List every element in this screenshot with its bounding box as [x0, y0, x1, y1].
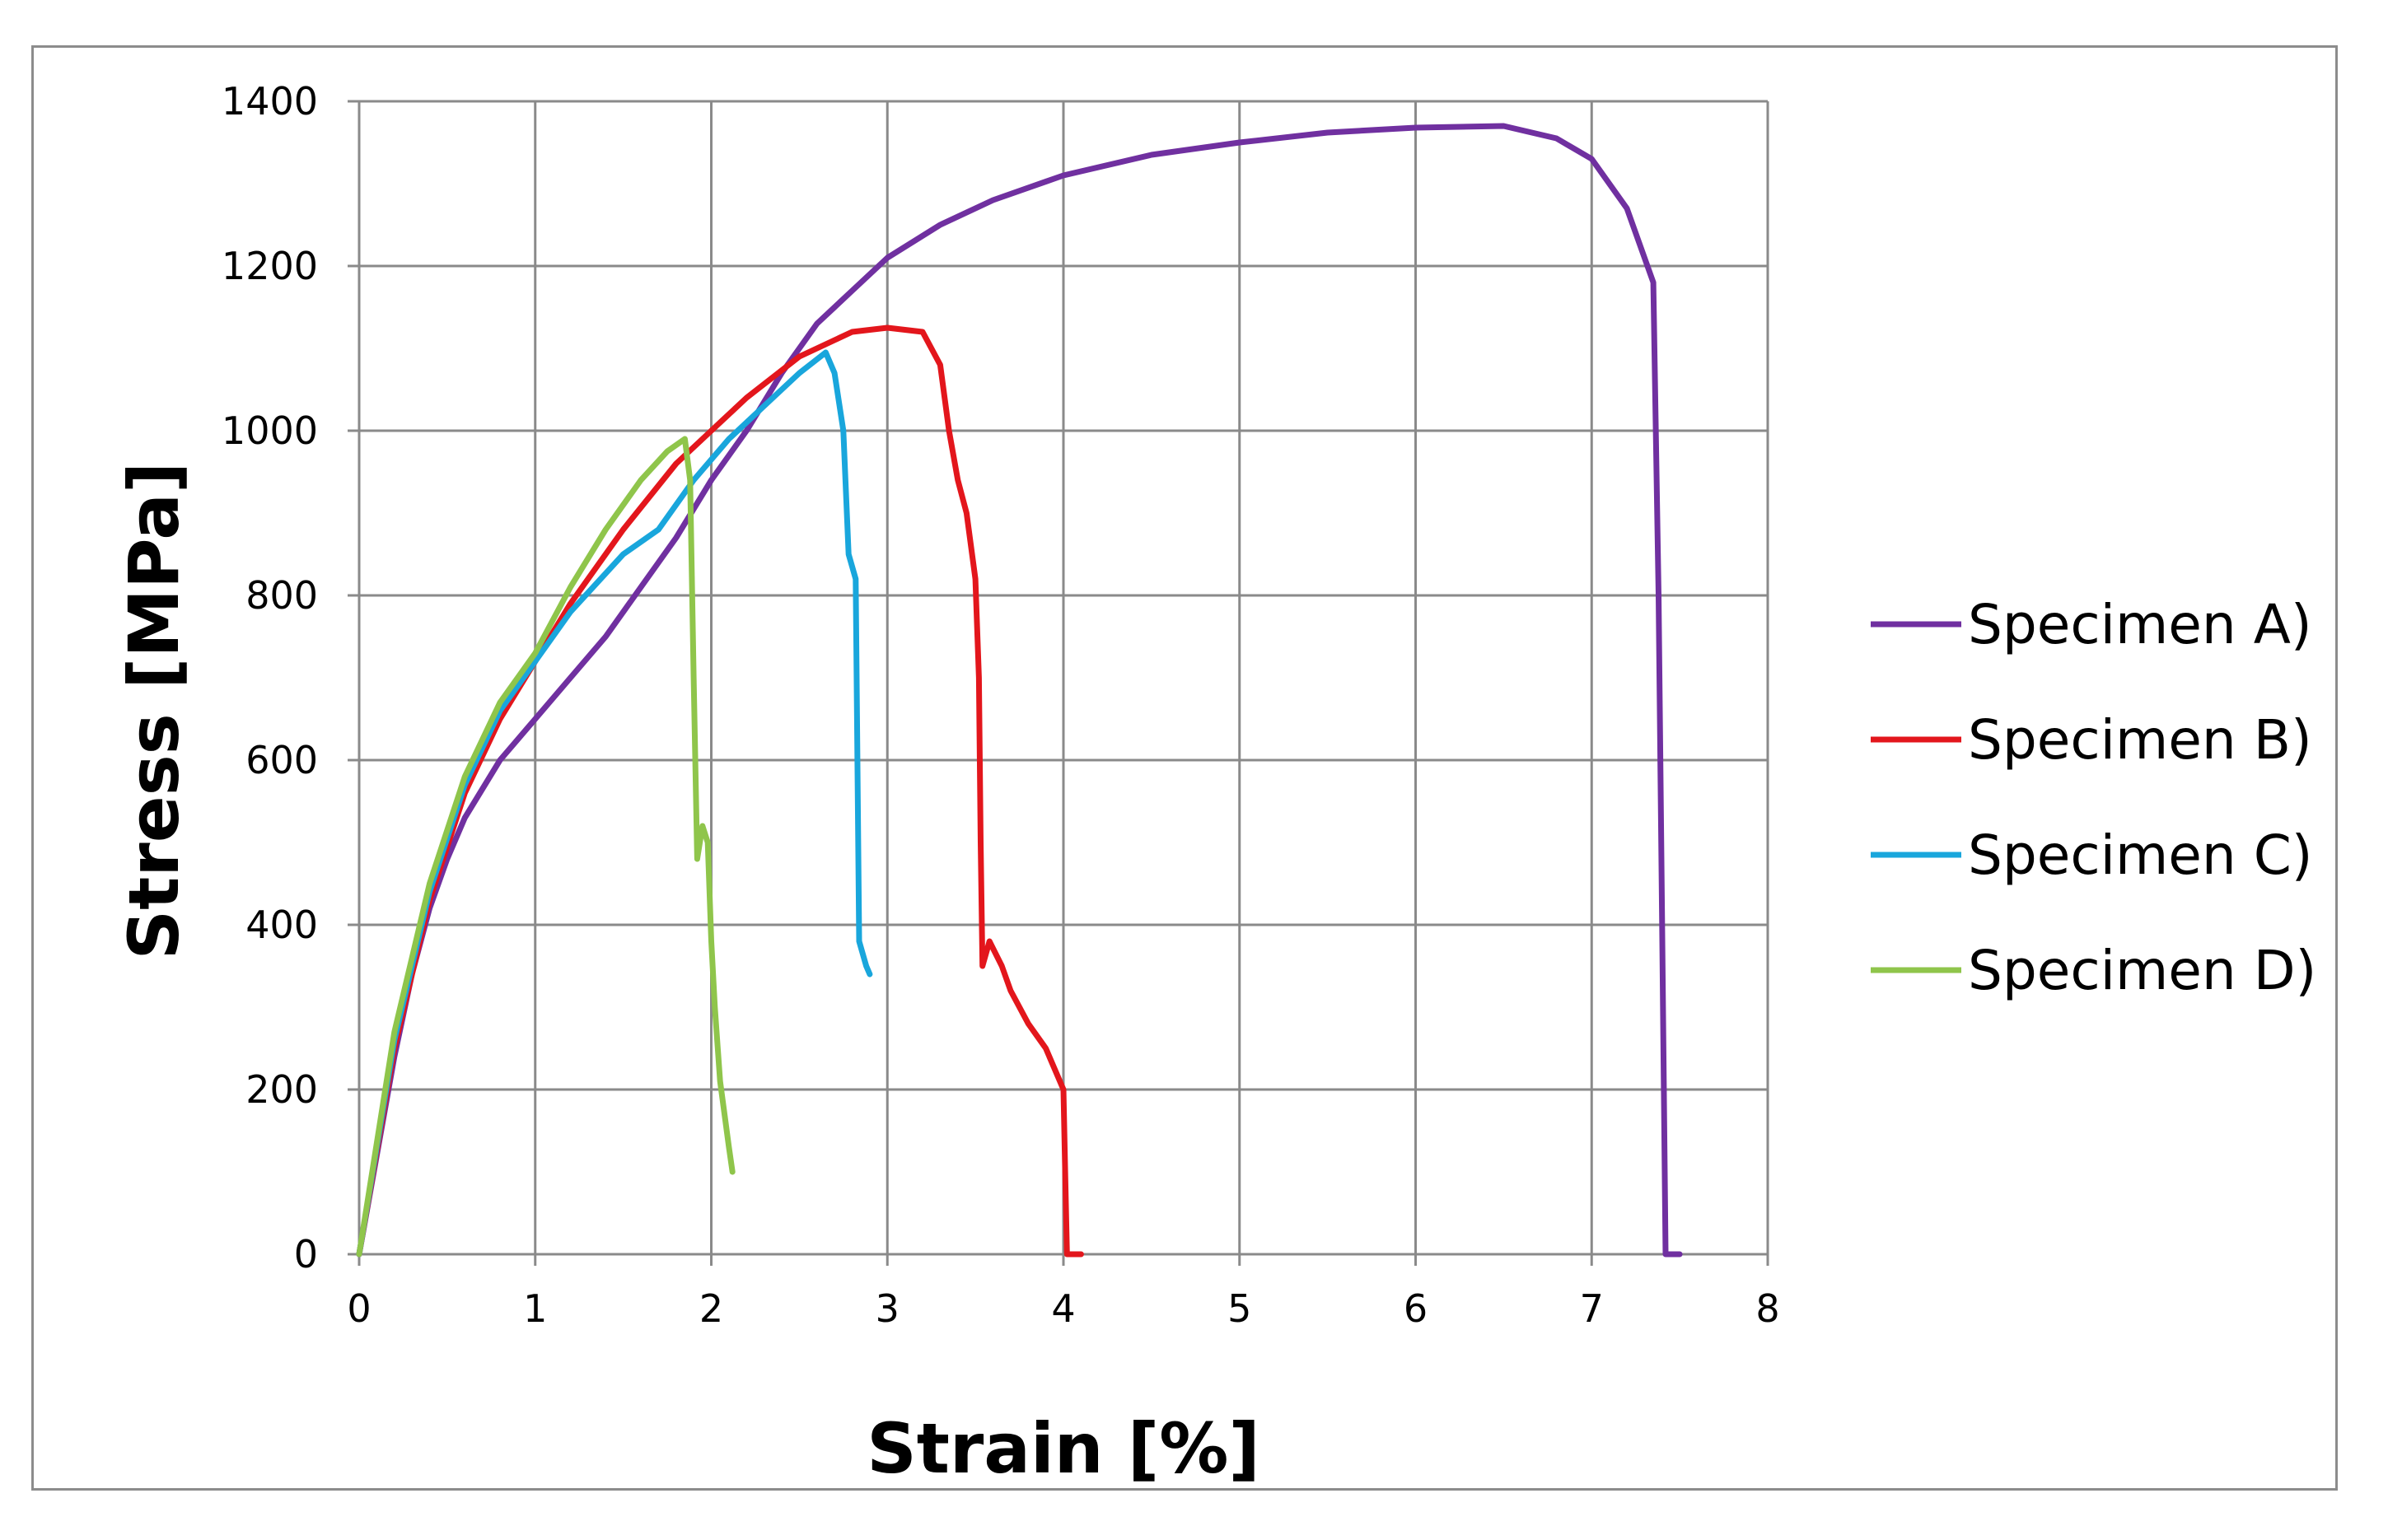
legend-label: Specimen D) — [1968, 939, 2316, 1002]
x-tick-label: 0 — [347, 1286, 371, 1331]
grid — [357, 100, 1769, 1256]
x-tick-label: 1 — [523, 1286, 547, 1331]
y-tick-label: 0 — [294, 1232, 318, 1276]
axes — [348, 100, 1769, 1266]
legend-label: Specimen A) — [1968, 593, 2312, 656]
y-tick-label: 1400 — [222, 79, 318, 124]
x-tick-label: 5 — [1227, 1286, 1251, 1331]
x-tick-label: 3 — [876, 1286, 900, 1331]
y-tick-label: 200 — [245, 1067, 318, 1112]
y-tick-label: 800 — [245, 573, 318, 618]
series-line-d — [356, 436, 736, 1258]
x-tick-label: 2 — [699, 1286, 723, 1331]
y-tick-label: 1200 — [222, 244, 318, 288]
x-tick-label: 7 — [1580, 1286, 1604, 1331]
tick-labels: 0 1 2 3 4 5 6 7 8 0 200 400 600 800 1000 1200 1400 — [222, 79, 1780, 1331]
series-lines — [356, 123, 1683, 1258]
chart-frame: 0 1 2 3 4 5 6 7 8 0 200 400 600 800 1000 1200 1400 Strai… — [31, 45, 2338, 1491]
x-tick-label: 8 — [1755, 1286, 1779, 1331]
legend-label: Specimen B) — [1968, 708, 2312, 772]
x-axis-title: Strain [%] — [867, 1408, 1260, 1488]
y-axis-title: Stress [MPa] — [114, 462, 194, 960]
legend: Specimen A) Specimen B) Specimen C) Specime… — [1871, 593, 2316, 1002]
y-tick-label: 1000 — [222, 408, 318, 453]
series-line-a — [356, 123, 1683, 1258]
stress-strain-chart: 0 1 2 3 4 5 6 7 8 0 200 400 600 800 1000 1200 1400 Strai… — [114, 79, 2316, 1488]
legend-label: Specimen C) — [1968, 824, 2313, 887]
series-line-c — [356, 349, 873, 1258]
x-tick-label: 6 — [1404, 1286, 1428, 1331]
y-tick-label: 600 — [245, 738, 318, 782]
y-tick-label: 400 — [245, 903, 318, 947]
x-tick-label: 4 — [1051, 1286, 1075, 1331]
